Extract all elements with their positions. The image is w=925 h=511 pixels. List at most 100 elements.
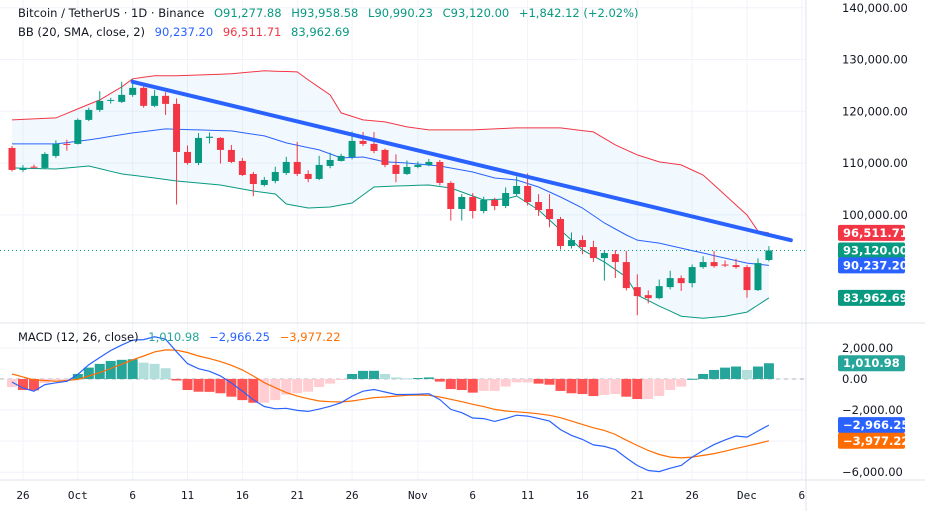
candle-body: [63, 143, 71, 145]
candle-body: [304, 173, 312, 179]
time-label: 16: [576, 489, 589, 502]
macd-histogram-bar: [160, 368, 171, 379]
candle-body: [469, 196, 477, 212]
low-value: L90,990.23: [368, 6, 433, 20]
candle-body: [666, 278, 674, 288]
macd-histogram-bar: [325, 378, 336, 384]
candle-body: [337, 155, 345, 161]
candle: [74, 118, 82, 145]
candle: [227, 144, 235, 164]
macd-histogram-bar: [434, 378, 445, 382]
symbol-legend: Bitcoin / TetherUS · 1D · Binance O91,27…: [18, 6, 645, 20]
macd-histogram-bar: [72, 373, 83, 379]
macd-tick-label: −6,000.00: [842, 465, 903, 479]
candle-body: [151, 95, 159, 106]
candle-body: [524, 185, 532, 203]
open-value: O91,277.88: [213, 6, 282, 20]
time-label: 26: [686, 489, 699, 502]
price-tick-label: 140,000.00: [842, 1, 908, 15]
candle-body: [370, 143, 378, 151]
candle-body: [447, 182, 455, 209]
price-tag: −2,966.25: [838, 417, 909, 434]
candle-body: [348, 140, 356, 157]
candle: [688, 264, 696, 288]
candle: [370, 132, 378, 154]
symbol-title[interactable]: Bitcoin / TetherUS · 1D · Binance: [18, 6, 205, 20]
macd-histogram-bar: [467, 378, 478, 393]
macd-histogram-bar: [599, 378, 610, 395]
candle: [469, 193, 477, 219]
candle: [304, 170, 312, 183]
macd-histogram-bar: [643, 378, 654, 400]
candle-body: [19, 167, 27, 170]
macd-histogram-bar: [577, 378, 588, 395]
macd-tick-label: 2,000.00: [842, 341, 893, 355]
candle: [447, 181, 455, 221]
macd-histogram-bar: [347, 373, 358, 379]
price-tick-label: 120,000.00: [842, 104, 908, 118]
time-label: Dec: [737, 489, 757, 502]
candle-body: [162, 95, 170, 104]
macd-histogram-bar: [116, 359, 127, 379]
candle-body: [194, 137, 202, 163]
price-tag-bg: [838, 242, 905, 259]
macd-histogram-bar: [292, 378, 303, 394]
trendline-drawing[interactable]: [130, 79, 793, 243]
macd-histogram-bar: [215, 378, 226, 394]
macd-label[interactable]: MACD (12, 26, close): [18, 330, 139, 344]
macd-histogram-bar: [763, 363, 774, 379]
macd-histogram-bar: [654, 378, 665, 397]
macd-hist-value: 1,010.98: [148, 330, 200, 344]
macd-histogram-bar: [752, 366, 763, 379]
candle-body: [52, 143, 60, 156]
close-value: C93,120.00: [442, 6, 510, 20]
price-tag-label: −3,977.22: [843, 434, 909, 448]
bollinger-bands: [0, 70, 806, 319]
candle-body: [216, 137, 224, 150]
candle: [19, 165, 27, 172]
candle-body: [688, 267, 696, 284]
candle: [216, 137, 224, 164]
price-axis[interactable]: 140,000.00 130,000.00 120,000.00 110,000.00…: [838, 1, 909, 479]
candle: [655, 279, 663, 300]
price-tag: 96,511.71: [838, 224, 908, 241]
price-tag-label: 93,120.00: [843, 243, 908, 257]
macd-histogram-bar: [17, 378, 28, 390]
price-tick-label: 100,000.00: [842, 208, 908, 222]
time-label: 16: [236, 489, 249, 502]
macd-histogram-bar: [204, 378, 215, 392]
macd-histogram-bar: [83, 367, 94, 379]
candle-body: [205, 136, 213, 138]
candle: [732, 258, 740, 269]
candle-body: [458, 196, 466, 209]
candle-body: [249, 173, 257, 184]
time-label: 6: [469, 489, 476, 502]
candle-body: [293, 161, 301, 174]
candle-body: [107, 99, 115, 101]
candle: [546, 194, 554, 228]
candle-body: [425, 161, 433, 165]
time-axis[interactable]: 26 Oct 6 11 16 21 26 Nov 6 11 16 21 26 Dec 6: [16, 489, 805, 502]
macd-histogram-bar: [511, 378, 522, 383]
macd-histogram-bar: [94, 363, 105, 379]
bb-label[interactable]: BB (20, SMA, close, 2): [18, 25, 145, 39]
macd-legend: MACD (12, 26, close) 1,010.98 −2,966.25 …: [18, 330, 347, 344]
candle: [315, 155, 323, 181]
time-label: 11: [521, 489, 534, 502]
candle: [194, 133, 202, 166]
macd-histogram-bar: [621, 378, 632, 397]
bb-lower-value: 83,962.69: [291, 25, 350, 39]
price-tag: 93,120.00: [838, 242, 908, 259]
candle: [557, 216, 564, 250]
candle: [184, 145, 192, 165]
candle-body: [85, 109, 93, 120]
candle: [611, 250, 619, 278]
macd-histogram-bar: [193, 378, 204, 392]
candle-body: [589, 247, 597, 259]
candle-body: [392, 164, 400, 174]
candle: [480, 196, 488, 214]
candle: [458, 194, 466, 221]
signal-line: [11, 349, 770, 459]
